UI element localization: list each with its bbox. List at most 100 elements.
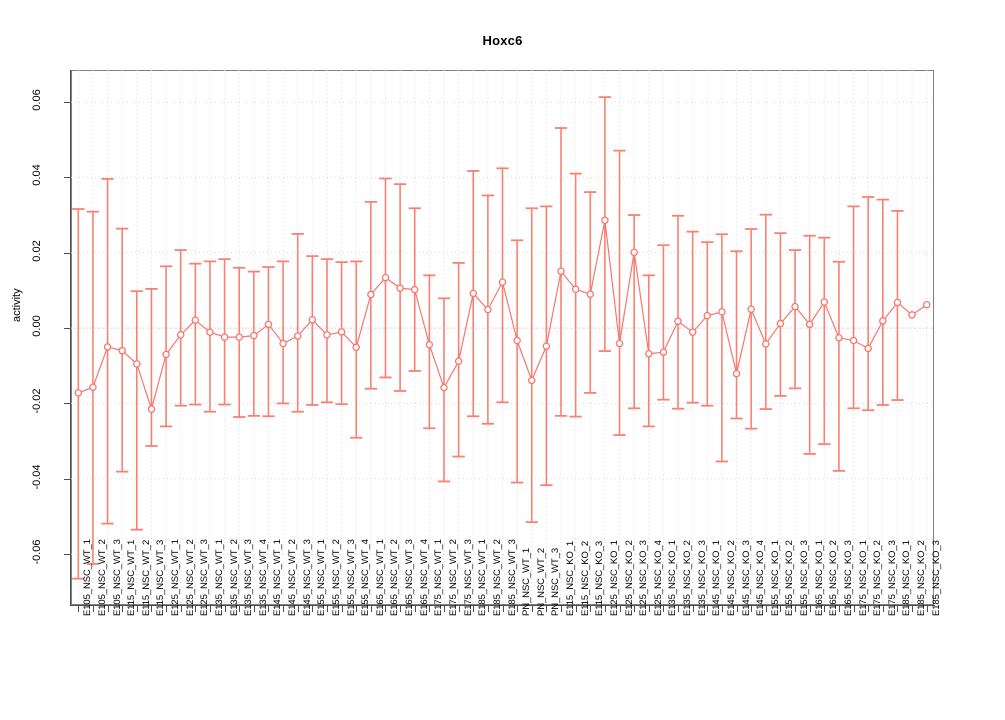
x-tick-mark xyxy=(239,606,240,612)
x-tick-label: E155_NSC_WT_1 xyxy=(316,539,328,616)
x-tick-label: E145_NSC_KO_3 xyxy=(740,540,752,616)
plot-canvas xyxy=(71,70,934,605)
x-tick-label: E125_NSC_WT_3 xyxy=(199,539,211,616)
x-tick-label: E165_NSC_WT_1 xyxy=(374,539,386,616)
x-tick-label: E165_NSC_WT_2 xyxy=(389,539,401,616)
x-tick-label: E185_NSC_WT_1 xyxy=(477,539,489,616)
x-tick-label: E135_NSC_KO_2 xyxy=(682,540,694,616)
x-tick-label: E145_NSC_KO_4 xyxy=(755,540,767,616)
y-tick-label: -0.04 xyxy=(31,464,43,490)
x-tick-label: E185_NSC_KO_2 xyxy=(916,540,928,616)
y-tick-mark xyxy=(64,102,71,104)
x-tick-label: E165_NSC_WT_3 xyxy=(404,539,416,616)
x-tick-mark xyxy=(356,606,357,612)
x-tick-label: E175_NSC_WT_3 xyxy=(462,539,474,616)
x-tick-mark xyxy=(283,606,284,612)
x-tick-mark xyxy=(795,606,796,612)
x-tick-mark xyxy=(78,606,79,612)
x-tick-mark xyxy=(678,606,679,612)
x-tick-label: E175_NSC_KO_2 xyxy=(872,540,884,616)
x-tick-mark xyxy=(883,606,884,612)
x-tick-mark xyxy=(225,606,226,612)
x-tick-mark xyxy=(459,606,460,612)
x-tick-label: E185_NSC_KO_3 xyxy=(930,540,942,616)
x-tick-label: E165_NSC_KO_2 xyxy=(828,540,840,616)
x-tick-label: E145_NSC_KO_2 xyxy=(725,540,737,616)
y-tick-mark xyxy=(64,478,71,480)
x-tick-label: E115_NSC_WT_1 xyxy=(126,539,138,616)
x-tick-mark xyxy=(722,606,723,612)
x-tick-mark xyxy=(912,606,913,612)
x-tick-mark xyxy=(824,606,825,612)
x-tick-mark xyxy=(503,606,504,612)
x-tick-label: E105_NSC_WT_2 xyxy=(96,539,108,616)
x-tick-label: E175_NSC_KO_1 xyxy=(857,540,869,616)
y-tick-mark xyxy=(64,252,71,254)
x-tick-mark xyxy=(444,606,445,612)
x-tick-mark xyxy=(707,606,708,612)
x-tick-mark xyxy=(312,606,313,612)
data-points xyxy=(74,216,931,413)
x-tick-label: E165_NSC_KO_3 xyxy=(842,540,854,616)
x-tick-label: E185_NSC_KO_1 xyxy=(901,540,913,616)
x-tick-mark xyxy=(195,606,196,612)
x-tick-label: E155_NSC_WT_2 xyxy=(330,539,342,616)
x-tick-label: E115_NSC_WT_2 xyxy=(140,539,152,616)
x-tick-mark xyxy=(751,606,752,612)
x-tick-mark xyxy=(108,606,109,612)
y-tick-label: 0.04 xyxy=(31,164,43,187)
x-tick-mark xyxy=(897,606,898,612)
y-tick-label: -0.06 xyxy=(31,539,43,565)
y-tick-label: 0.00 xyxy=(31,315,43,337)
x-tick-label: E185_NSC_WT_3 xyxy=(506,539,518,616)
y-axis-line xyxy=(70,70,71,606)
x-tick-mark xyxy=(181,606,182,612)
y-tick-label: -0.02 xyxy=(31,388,43,414)
x-tick-mark xyxy=(488,606,489,612)
x-tick-mark xyxy=(649,606,650,612)
x-tick-label: E115_NSC_KO_2 xyxy=(579,540,591,616)
x-tick-mark xyxy=(854,606,855,612)
x-tick-label: E125_NSC_KO_4 xyxy=(652,540,664,616)
x-tick-mark xyxy=(371,606,372,612)
x-tick-mark xyxy=(605,606,606,612)
y-tick-mark xyxy=(64,177,71,179)
x-tick-mark xyxy=(868,606,869,612)
x-tick-label: E135_NSC_KO_1 xyxy=(667,540,679,616)
x-tick-mark xyxy=(663,606,664,612)
x-tick-mark xyxy=(517,606,518,612)
x-tick-mark xyxy=(93,606,94,612)
x-tick-label: E145_NSC_WT_2 xyxy=(287,539,299,616)
x-tick-label: E145_NSC_KO_1 xyxy=(711,540,723,616)
y-tick-mark xyxy=(64,328,71,330)
x-tick-mark xyxy=(737,606,738,612)
x-tick-label: E125_NSC_WT_2 xyxy=(184,539,196,616)
x-tick-label: E135_NSC_KO_3 xyxy=(696,540,708,616)
x-tick-label: E155_NSC_KO_2 xyxy=(784,540,796,616)
x-tick-label: E135_NSC_WT_2 xyxy=(228,539,240,616)
x-tick-mark xyxy=(620,606,621,612)
x-tick-mark xyxy=(780,606,781,612)
x-tick-label: E135_NSC_WT_4 xyxy=(257,539,269,616)
x-tick-label: E175_NSC_KO_3 xyxy=(886,540,898,616)
x-tick-mark xyxy=(429,606,430,612)
x-tick-label: E135_NSC_WT_3 xyxy=(243,539,255,616)
y-axis-label: activity xyxy=(11,288,23,322)
x-tick-mark xyxy=(166,606,167,612)
x-tick-mark xyxy=(400,606,401,612)
x-tick-mark xyxy=(546,606,547,612)
x-tick-mark xyxy=(137,606,138,612)
x-tick-label: E135_NSC_WT_1 xyxy=(213,539,225,616)
x-tick-label: E155_NSC_KO_1 xyxy=(769,540,781,616)
x-tick-mark xyxy=(532,606,533,612)
x-tick-label: E125_NSC_WT_1 xyxy=(170,539,182,616)
x-tick-mark xyxy=(576,606,577,612)
y-tick-label: 0.02 xyxy=(31,240,43,262)
x-tick-label: E155_NSC_WT_3 xyxy=(345,539,357,616)
x-tick-label: E145_NSC_WT_3 xyxy=(301,539,313,616)
y-tick-mark xyxy=(64,403,71,405)
x-tick-label: E165_NSC_WT_4 xyxy=(418,539,430,616)
x-tick-mark xyxy=(693,606,694,612)
x-tick-mark xyxy=(268,606,269,612)
x-tick-mark xyxy=(634,606,635,612)
